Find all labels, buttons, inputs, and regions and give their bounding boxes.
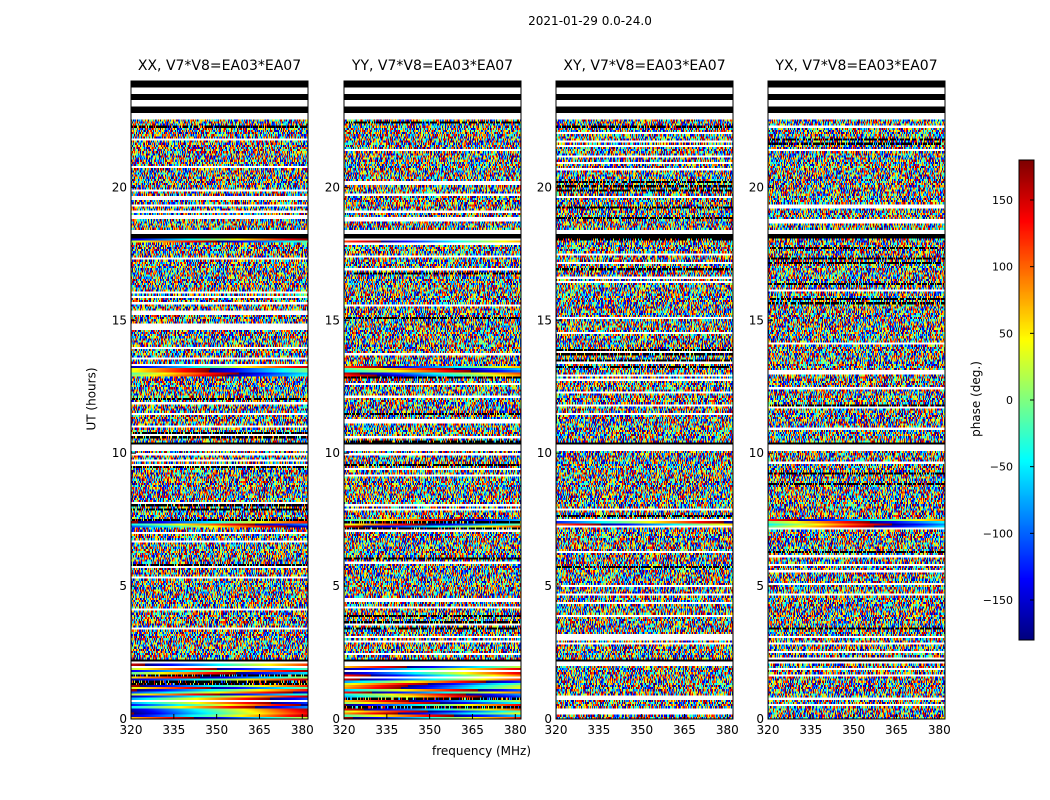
y-tick-label: 5 <box>119 579 127 593</box>
panel-title-yx: YX, V7*V8=EA03*EA07 <box>775 58 938 74</box>
x-tick-label: 365 <box>673 723 696 737</box>
y-tick-label: 15 <box>749 313 764 327</box>
y-tick-label: 10 <box>537 446 552 460</box>
x-tick-label: 320 <box>333 723 356 737</box>
x-tick-label: 365 <box>885 723 908 737</box>
x-tick-label: 380 <box>716 723 739 737</box>
y-tick-label: 15 <box>325 313 340 327</box>
y-tick-label: 10 <box>112 446 127 460</box>
y-tick-label: 20 <box>325 180 340 194</box>
colorbar-tick-label: 0 <box>1006 394 1013 407</box>
panel-heatmap-xx <box>131 81 308 719</box>
y-tick-label: 20 <box>112 180 127 194</box>
y-tick-label: 0 <box>756 712 764 726</box>
colorbar: 150 100 50 0 −50 −100 −150 <box>983 159 1035 641</box>
panel-title-xy: XY, V7*V8=EA03*EA07 <box>563 58 726 74</box>
x-tick-label: 320 <box>120 723 143 737</box>
x-tick-label: 380 <box>291 723 314 737</box>
y-axis-label: UT (hours) <box>84 367 99 431</box>
panel-frame-yx <box>767 80 946 720</box>
figure-suptitle: 2021-01-29 0.0-24.0 <box>528 14 652 28</box>
y-tick-label: 15 <box>112 313 127 327</box>
panel-heatmap-xy <box>556 81 733 719</box>
panel-heatmap-yy <box>344 81 521 719</box>
panel-frame-xy <box>555 80 734 720</box>
x-tick-label: 365 <box>248 723 271 737</box>
colorbar-tick-label: −100 <box>983 527 1013 540</box>
y-tick-label: 0 <box>332 712 340 726</box>
y-tick-label: 0 <box>119 712 127 726</box>
x-tick-label: 320 <box>545 723 568 737</box>
y-tick-label: 15 <box>537 313 552 327</box>
panel-frame-yy <box>343 80 522 720</box>
x-tick-label: 350 <box>842 723 865 737</box>
x-tick-label: 365 <box>461 723 484 737</box>
y-tick-label: 5 <box>756 579 764 593</box>
x-tick-label: 335 <box>799 723 822 737</box>
colorbar-tick-label: −50 <box>990 461 1013 474</box>
x-tick-label: 335 <box>162 723 185 737</box>
panel-title-yy: YY, V7*V8=EA03*EA07 <box>351 58 514 74</box>
y-tick-label: 20 <box>749 180 764 194</box>
y-tick-label: 0 <box>544 712 552 726</box>
colorbar-tick-label: 100 <box>992 261 1013 274</box>
panel-title-xx: XX, V7*V8=EA03*EA07 <box>137 58 302 74</box>
y-tick-label: 5 <box>544 579 552 593</box>
y-tick-label: 5 <box>332 579 340 593</box>
x-tick-label: 320 <box>757 723 780 737</box>
colorbar-tick-label: −150 <box>983 594 1013 607</box>
panels-group: 320 335 350 365 380 0 5 10 15 20 320 335 350 365 380 0 5… <box>112 80 951 737</box>
x-tick-label: 350 <box>630 723 653 737</box>
x-tick-label: 335 <box>587 723 610 737</box>
panel-frame-xx <box>130 80 309 720</box>
y-tick-label: 10 <box>325 446 340 460</box>
x-axis-label: frequency (MHz) <box>432 744 532 758</box>
colorbar-tick-label: 150 <box>992 194 1013 207</box>
colorbar-label: phase (deg.) <box>968 361 983 437</box>
y-tick-label: 20 <box>537 180 552 194</box>
x-tick-label: 380 <box>504 723 527 737</box>
x-tick-label: 335 <box>375 723 398 737</box>
x-tick-label: 350 <box>418 723 441 737</box>
colorbar-gradient <box>1019 160 1034 640</box>
panel-heatmap-yx <box>768 81 945 719</box>
y-tick-label: 10 <box>749 446 764 460</box>
colorbar-tick-label: 50 <box>999 327 1013 340</box>
x-tick-label: 380 <box>928 723 951 737</box>
x-tick-label: 350 <box>205 723 228 737</box>
